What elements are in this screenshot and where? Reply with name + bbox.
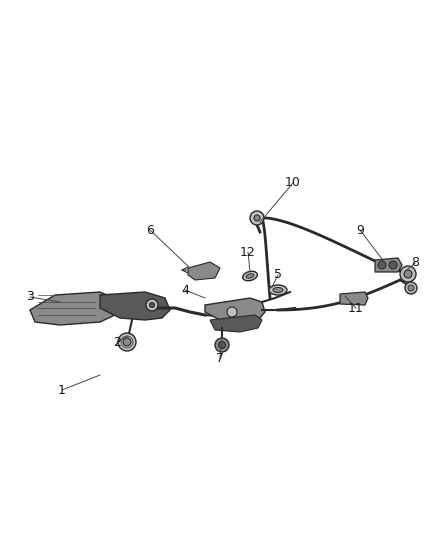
Text: 8: 8 xyxy=(411,256,419,270)
Circle shape xyxy=(215,338,229,352)
Polygon shape xyxy=(205,298,265,322)
Circle shape xyxy=(389,261,397,269)
Ellipse shape xyxy=(273,287,283,293)
Circle shape xyxy=(118,333,136,351)
Polygon shape xyxy=(188,262,220,280)
Circle shape xyxy=(227,307,237,317)
Polygon shape xyxy=(210,315,262,332)
Text: 9: 9 xyxy=(356,223,364,237)
Text: 10: 10 xyxy=(285,176,301,190)
Text: 12: 12 xyxy=(240,246,256,259)
Circle shape xyxy=(400,266,416,282)
Text: 3: 3 xyxy=(26,290,34,303)
Text: 5: 5 xyxy=(274,269,282,281)
Text: 11: 11 xyxy=(348,302,364,314)
Text: 4: 4 xyxy=(181,284,189,296)
Circle shape xyxy=(123,338,131,346)
Circle shape xyxy=(219,342,226,349)
Polygon shape xyxy=(375,258,402,272)
Ellipse shape xyxy=(243,271,258,281)
Circle shape xyxy=(250,211,264,225)
Ellipse shape xyxy=(269,285,287,295)
Polygon shape xyxy=(30,292,118,325)
Text: 6: 6 xyxy=(146,223,154,237)
Circle shape xyxy=(149,303,155,308)
Circle shape xyxy=(408,285,414,291)
Circle shape xyxy=(146,299,158,311)
Ellipse shape xyxy=(246,274,254,278)
Circle shape xyxy=(405,282,417,294)
Text: 2: 2 xyxy=(113,335,121,349)
Polygon shape xyxy=(340,292,368,305)
Text: 1: 1 xyxy=(58,384,66,397)
Polygon shape xyxy=(100,292,170,320)
Circle shape xyxy=(378,261,386,269)
Circle shape xyxy=(404,270,412,278)
Circle shape xyxy=(254,215,260,221)
Text: 7: 7 xyxy=(216,351,224,365)
